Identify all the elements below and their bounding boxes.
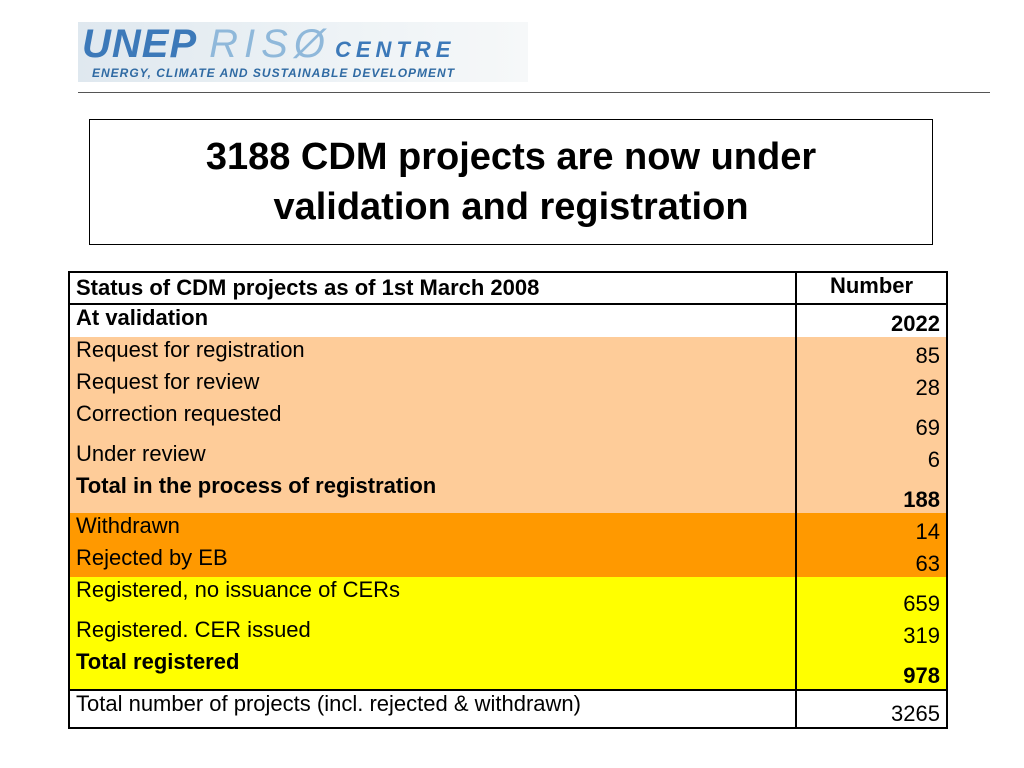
row-label: Withdrawn bbox=[68, 513, 797, 545]
cdm-status-table: Status of CDM projects as of 1st March 2… bbox=[68, 271, 948, 729]
row-label: Under review bbox=[68, 441, 797, 473]
table-row: Registered. CER issued 319 bbox=[68, 617, 948, 649]
row-value: 978 bbox=[795, 649, 948, 690]
row-label: Correction requested bbox=[68, 401, 797, 441]
logo-wordmark: UNEP RISØ CENTRE bbox=[82, 20, 455, 74]
row-label: At validation bbox=[68, 304, 797, 337]
row-value: 659 bbox=[795, 577, 948, 617]
row-value: 69 bbox=[795, 401, 948, 441]
table-row: Under review 6 bbox=[68, 441, 948, 473]
table-total-row: Total number of projects (incl. rejected… bbox=[68, 689, 948, 729]
logo-word-centre: CENTRE bbox=[334, 37, 456, 62]
logo-word-riso: RISØ bbox=[209, 22, 331, 66]
table-row: Correction requested 69 bbox=[68, 401, 948, 441]
row-label: Registered. CER issued bbox=[68, 617, 797, 649]
table-row: Rejected by EB 63 bbox=[68, 545, 948, 577]
row-value: 319 bbox=[795, 617, 948, 649]
table-row: Registered, no issuance of CERs 659 bbox=[68, 577, 948, 617]
table-row: Request for registration 85 bbox=[68, 337, 948, 369]
row-value: 14 bbox=[795, 513, 948, 545]
row-label: Total registered bbox=[68, 649, 797, 690]
row-value: 85 bbox=[795, 337, 948, 369]
table-row: Total registered 978 bbox=[68, 649, 948, 690]
row-label: Rejected by EB bbox=[68, 545, 797, 577]
logo-tagline: ENERGY, CLIMATE AND SUSTAINABLE DEVELOPM… bbox=[92, 66, 456, 80]
logo-background bbox=[78, 22, 528, 82]
row-value: 63 bbox=[795, 545, 948, 577]
table-row: Withdrawn 14 bbox=[68, 513, 948, 545]
table-row: At validation 2022 bbox=[68, 304, 948, 337]
header-divider bbox=[78, 92, 990, 93]
logo-word-unep: UNEP bbox=[82, 22, 198, 66]
table-header-row: Status of CDM projects as of 1st March 2… bbox=[68, 271, 948, 305]
row-value: 188 bbox=[795, 473, 948, 513]
row-value: 2022 bbox=[795, 304, 948, 337]
row-value: 6 bbox=[795, 441, 948, 473]
row-label: Request for registration bbox=[68, 337, 797, 369]
header-status: Status of CDM projects as of 1st March 2… bbox=[68, 271, 797, 305]
table-row: Request for review 28 bbox=[68, 369, 948, 401]
title-box: 3188 CDM projects are now under validati… bbox=[89, 119, 933, 245]
row-label: Registered, no issuance of CERs bbox=[68, 577, 797, 617]
row-value: 28 bbox=[795, 369, 948, 401]
row-label: Total in the process of registration bbox=[68, 473, 797, 513]
row-value: 3265 bbox=[795, 689, 948, 729]
table-row: Total in the process of registration 188 bbox=[68, 473, 948, 513]
header-number: Number bbox=[795, 271, 948, 305]
row-label: Request for review bbox=[68, 369, 797, 401]
unep-riso-logo: UNEP RISØ CENTRE ENERGY, CLIMATE AND SUSTA… bbox=[78, 22, 528, 82]
slide-title: 3188 CDM projects are now under validati… bbox=[205, 136, 817, 228]
row-label: Total number of projects (incl. rejected… bbox=[68, 689, 797, 729]
